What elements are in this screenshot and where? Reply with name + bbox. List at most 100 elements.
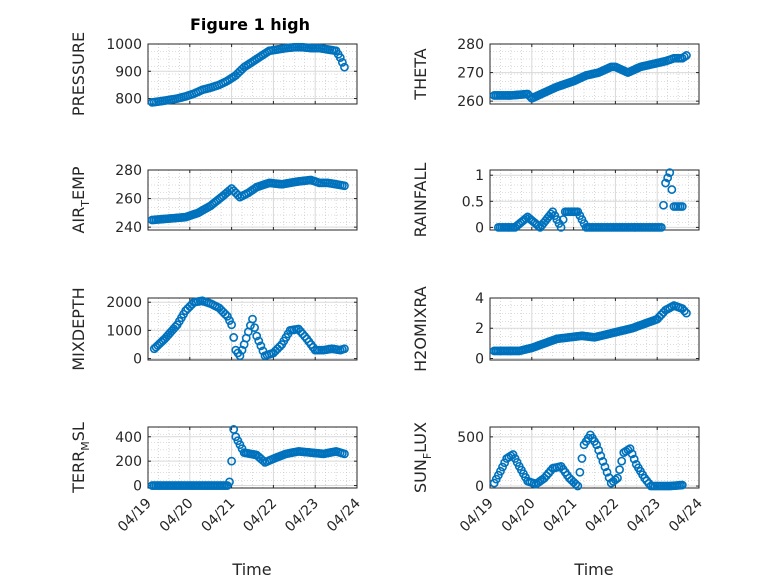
- data-point: [340, 449, 349, 459]
- data-point: [252, 331, 262, 341]
- data-point: [613, 473, 622, 483]
- x-axis-label-left: Time: [231, 560, 271, 579]
- data-point: [340, 181, 349, 191]
- data-point: [594, 445, 604, 455]
- x-tick-label: 04/20: [499, 496, 539, 536]
- data-point: [498, 462, 507, 472]
- data-point: [340, 62, 349, 72]
- data-point: [598, 457, 608, 466]
- subplot-terr-msl: 0 200 400 04/19 04/20 04/21 04/22 04/23 04/24 TER…: [69, 422, 364, 535]
- data-point: [233, 190, 243, 200]
- data-point: [661, 178, 670, 188]
- data-point: [656, 222, 666, 232]
- data-point: [629, 454, 639, 464]
- data-point: [223, 311, 232, 321]
- y-tick-label: 200: [115, 454, 142, 470]
- y-tick-label: 400: [115, 430, 142, 446]
- subplot-pressure: 800 900 1000 PRESSURE: [69, 32, 358, 116]
- data-point: [235, 351, 245, 361]
- data-point: [677, 202, 687, 211]
- y-tick-label: 1: [475, 168, 484, 184]
- data-point: [250, 323, 259, 332]
- y-tick-label: 1000: [106, 37, 142, 53]
- data-point: [611, 475, 620, 485]
- data-point: [256, 341, 266, 351]
- x-tick-label: 04/24: [324, 495, 364, 535]
- data-point: [682, 308, 691, 318]
- data-point: [500, 458, 510, 468]
- data-point: [337, 58, 347, 67]
- y-tick-label: 0: [475, 479, 484, 495]
- y-tick-label: 500: [457, 430, 484, 446]
- data-point: [237, 345, 247, 355]
- data-point: [682, 51, 691, 60]
- data-point: [573, 481, 583, 491]
- y-tick-label: 280: [457, 37, 484, 53]
- data-point: [575, 467, 585, 477]
- y-tick-label: 0: [133, 352, 142, 368]
- x-tick-label: 04/21: [541, 496, 581, 536]
- data-point: [596, 451, 606, 461]
- data-point: [521, 214, 531, 223]
- x-tick-label: 04/23: [624, 496, 664, 536]
- data-point: [592, 440, 601, 450]
- x-tick-label: 04/20: [157, 496, 197, 536]
- y-axis-label: RAINFALL: [411, 163, 430, 238]
- data-point: [615, 465, 624, 475]
- data-point: [679, 306, 689, 316]
- y-tick-label: 240: [115, 220, 142, 236]
- y-axis-label: SUNFLUX: [411, 422, 434, 493]
- data-point: [254, 336, 264, 346]
- y-tick-label: 1000: [106, 323, 142, 339]
- data-point: [663, 173, 673, 183]
- y-tick-label: 4: [475, 291, 484, 307]
- data-point: [556, 222, 566, 232]
- y-tick-label: 900: [115, 64, 142, 80]
- data-point: [667, 185, 677, 194]
- data-point: [625, 444, 635, 454]
- y-axis-label: TERRMSL: [69, 422, 92, 494]
- data-point: [225, 477, 234, 487]
- subplot-sun-flux: 0 500 04/19 04/20 04/21 04/22 04/23 04/24 SUNFLU…: [411, 422, 706, 535]
- data-point: [275, 342, 285, 352]
- x-tick-label: 04/22: [582, 496, 622, 536]
- data-point: [248, 314, 257, 324]
- data-point: [496, 466, 505, 476]
- data-point: [602, 467, 612, 477]
- data-point: [300, 331, 310, 341]
- y-tick-label: 270: [457, 66, 484, 82]
- data-point: [227, 320, 236, 330]
- y-axis-label: THETA: [411, 48, 430, 100]
- x-tick-label: 04/19: [457, 496, 497, 536]
- x-tick-label: 04/24: [666, 495, 706, 535]
- subplot-air-temp: 240 260 280 AIRTEMP: [69, 163, 358, 236]
- figure-title: Figure 1 high: [190, 15, 310, 34]
- y-tick-label: 0: [475, 351, 484, 367]
- data-point: [220, 309, 230, 319]
- y-axis-label: MIXDEPTH: [69, 287, 88, 370]
- subplot-h2omixra: 0 2 4 H2OMIXRA: [411, 286, 700, 372]
- x-tick-label: 04/22: [240, 496, 280, 536]
- data-point: [229, 333, 239, 342]
- y-tick-label: 0: [133, 479, 142, 495]
- subplot-theta: 260 270 280 THETA: [411, 37, 700, 110]
- x-tick-label: 04/23: [282, 496, 322, 536]
- data-point: [600, 462, 610, 472]
- data-point: [558, 215, 568, 224]
- y-tick-label: 260: [115, 192, 142, 208]
- subplot-rainfall: 0 0.5 1 RAINFALL: [411, 163, 700, 238]
- y-tick-label: 280: [115, 163, 142, 179]
- y-axis-label: AIRTEMP: [69, 166, 92, 233]
- y-axis-label: H2OMIXRA: [411, 286, 430, 372]
- x-tick-label: 04/21: [199, 496, 239, 536]
- x-axis-label-right: Time: [573, 560, 613, 579]
- y-tick-label: 2: [475, 321, 484, 337]
- data-point: [617, 456, 627, 466]
- data-point: [665, 168, 675, 178]
- y-tick-label: 0.5: [462, 194, 484, 210]
- data-point: [659, 200, 668, 210]
- data-point: [577, 454, 587, 463]
- data-point: [571, 479, 581, 489]
- data-point: [627, 449, 637, 459]
